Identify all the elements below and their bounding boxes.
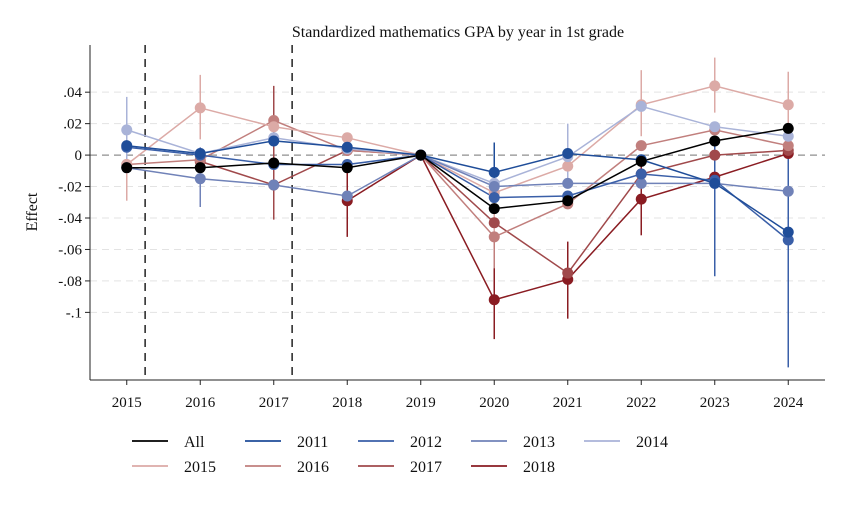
series-line bbox=[126, 140, 789, 233]
data-point bbox=[709, 121, 721, 133]
data-point bbox=[194, 148, 206, 160]
data-point bbox=[635, 155, 647, 167]
legend-label: 2018 bbox=[523, 459, 555, 476]
x-tick-label: 2019 bbox=[406, 395, 436, 411]
series-line bbox=[126, 127, 789, 210]
data-point bbox=[782, 234, 794, 246]
data-point bbox=[488, 181, 500, 193]
data-point bbox=[488, 231, 500, 243]
data-point bbox=[635, 100, 647, 112]
data-point bbox=[488, 217, 500, 229]
data-point bbox=[121, 162, 133, 174]
series-line bbox=[126, 154, 789, 197]
data-point bbox=[562, 267, 574, 279]
data-point bbox=[488, 166, 500, 178]
y-tick-label: -.04 bbox=[58, 211, 82, 227]
data-point bbox=[268, 135, 280, 147]
y-tick-label: .04 bbox=[63, 85, 82, 101]
x-tick-label: 2022 bbox=[626, 395, 656, 411]
legend-label: 2011 bbox=[297, 434, 328, 451]
series-line bbox=[126, 119, 789, 238]
series-line bbox=[126, 146, 789, 241]
data-point bbox=[562, 160, 574, 172]
y-tick-label: -.02 bbox=[58, 180, 82, 196]
legend-label: 2014 bbox=[636, 434, 668, 451]
data-point bbox=[341, 141, 353, 153]
x-tick-label: 2016 bbox=[185, 395, 216, 411]
x-tick-label: 2017 bbox=[259, 395, 290, 411]
data-point bbox=[782, 185, 794, 197]
data-point bbox=[709, 177, 721, 189]
x-tick-label: 2023 bbox=[700, 395, 730, 411]
y-tick-label: 0 bbox=[75, 148, 83, 164]
x-tick-label: 2024 bbox=[773, 395, 804, 411]
series-line bbox=[126, 85, 789, 194]
data-point bbox=[709, 135, 721, 147]
data-point bbox=[562, 177, 574, 189]
data-point bbox=[488, 203, 500, 215]
x-tick-label: 2021 bbox=[553, 395, 583, 411]
y-tick-label: -.1 bbox=[66, 305, 82, 321]
data-point bbox=[194, 173, 206, 185]
data-point bbox=[635, 140, 647, 152]
legend-label: 2012 bbox=[410, 434, 442, 451]
data-point bbox=[782, 99, 794, 111]
legend-label: All bbox=[184, 434, 205, 451]
data-point bbox=[782, 140, 794, 152]
legend-label: 2016 bbox=[297, 459, 329, 476]
data-point bbox=[268, 121, 280, 133]
data-point bbox=[268, 179, 280, 191]
data-point bbox=[782, 130, 794, 142]
data-point bbox=[562, 148, 574, 160]
plot-area: .04 .02 0 -.02 -.04 -.06 -.08 -.1 2015 2016 2017 20… bbox=[58, 45, 825, 411]
data-point bbox=[341, 162, 353, 174]
data-point bbox=[415, 149, 427, 161]
x-tick-label: 2018 bbox=[332, 395, 362, 411]
data-point bbox=[194, 102, 206, 114]
data-point bbox=[341, 190, 353, 202]
data-point bbox=[635, 168, 647, 180]
data-point bbox=[782, 122, 794, 134]
data-point bbox=[635, 193, 647, 205]
data-point bbox=[709, 149, 721, 161]
legend-label: 2015 bbox=[184, 459, 216, 476]
legend: All 2011 2012 2013 2014 2015 2016 2017 2018 bbox=[132, 434, 668, 476]
data-point bbox=[709, 80, 721, 92]
x-tick-label: 2020 bbox=[479, 395, 509, 411]
y-tick-label: -.08 bbox=[58, 274, 82, 290]
legend-label: 2013 bbox=[523, 434, 555, 451]
data-point bbox=[268, 157, 280, 169]
data-point bbox=[488, 192, 500, 204]
series-line bbox=[126, 105, 789, 185]
data-point bbox=[635, 177, 647, 189]
data-point bbox=[488, 294, 500, 306]
y-axis-label: Effect bbox=[24, 192, 41, 231]
data-point bbox=[341, 132, 353, 144]
chart-title: Standardized mathematics GPA by year in … bbox=[292, 24, 624, 41]
x-tick-label: 2015 bbox=[112, 395, 142, 411]
data-point bbox=[562, 195, 574, 207]
data-point bbox=[194, 162, 206, 174]
y-tick-label: .02 bbox=[63, 117, 82, 133]
data-point bbox=[121, 140, 133, 152]
data-point bbox=[121, 124, 133, 136]
legend-label: 2017 bbox=[410, 459, 442, 476]
data-point bbox=[782, 226, 794, 238]
y-tick-label: -.06 bbox=[58, 242, 82, 258]
